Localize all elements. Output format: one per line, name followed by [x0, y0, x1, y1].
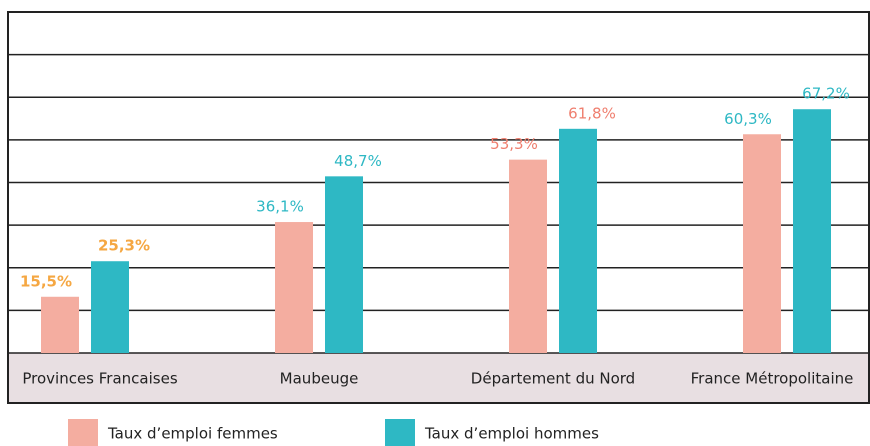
x-tick-label: Provinces Francaises: [22, 370, 177, 388]
x-tick-label: France Métropolitaine: [691, 370, 854, 388]
chart-frame: [7, 11, 870, 404]
value-label: 48,7%: [334, 152, 382, 170]
value-label: 53,3%: [490, 135, 538, 153]
value-label: 25,3%: [98, 237, 150, 255]
category-band: [8, 353, 870, 403]
bar: [325, 176, 363, 353]
value-label: 15,5%: [20, 272, 72, 290]
legend-label: Taux d’emploi hommes: [424, 425, 599, 443]
value-label: 60,3%: [724, 110, 772, 128]
legend-label: Taux d’emploi femmes: [107, 425, 278, 443]
value-label: 36,1%: [256, 198, 304, 216]
legend-swatch: [68, 419, 98, 446]
value-label: 67,2%: [802, 85, 850, 103]
bar: [793, 109, 831, 353]
bar: [41, 296, 79, 353]
legend-swatch: [385, 419, 415, 446]
value-label: 61,8%: [568, 104, 616, 122]
x-tick-label: Département du Nord: [471, 370, 635, 388]
bar: [275, 222, 313, 353]
x-tick-label: Maubeuge: [280, 370, 359, 388]
bar: [91, 261, 129, 353]
bar: [743, 134, 781, 353]
bar: [559, 128, 597, 353]
bar: [509, 159, 547, 353]
